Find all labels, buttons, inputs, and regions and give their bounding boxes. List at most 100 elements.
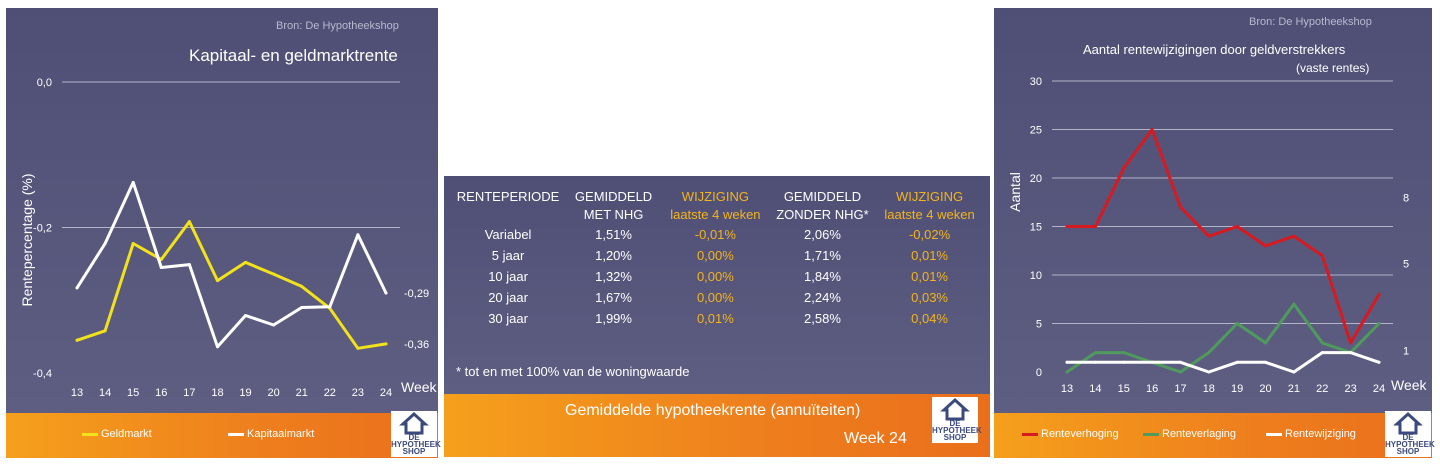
left-legend-bar bbox=[6, 413, 438, 458]
data-point bbox=[1235, 322, 1239, 325]
y-tick-label: 10 bbox=[1030, 270, 1042, 282]
x-tick-label: 19 bbox=[1231, 383, 1243, 395]
y-tick-label: -0,4 bbox=[33, 368, 52, 380]
col-header-wijziging-met-l2: laatste 4 weken bbox=[670, 207, 761, 222]
data-point bbox=[1122, 351, 1126, 355]
legend-label-geldmarkt: Geldmarkt bbox=[101, 428, 152, 440]
data-point bbox=[131, 242, 135, 246]
data-point bbox=[1150, 128, 1154, 131]
series-line-geldmarkt bbox=[75, 220, 388, 350]
data-point bbox=[1093, 360, 1097, 364]
x-tick-label: 18 bbox=[211, 387, 223, 399]
data-point bbox=[272, 272, 276, 276]
data-point bbox=[159, 258, 163, 262]
x-axis-label: Week bbox=[1391, 377, 1428, 393]
data-point bbox=[244, 314, 248, 318]
logo-text-3: SHOP bbox=[1396, 447, 1420, 456]
legend-swatch-kapitaalmarkt bbox=[228, 432, 244, 436]
x-tick-label: 21 bbox=[296, 387, 308, 399]
col-header-wijziging-met: WIJZIGING laatste 4 weken bbox=[661, 188, 770, 224]
table-cell: 0,01% bbox=[911, 248, 948, 263]
legend-label-kapitaalmarkt: Kapitaalmarkt bbox=[247, 428, 315, 440]
x-tick-label: 22 bbox=[1316, 383, 1328, 395]
logo-text-3: SHOP bbox=[943, 433, 967, 442]
col-header-met-nhg-l1: GEMIDDELD bbox=[574, 189, 653, 204]
table-cell: 0,01% bbox=[696, 311, 734, 326]
x-tick-label: 14 bbox=[99, 387, 111, 399]
x-tick-label: 15 bbox=[1118, 383, 1130, 395]
data-point bbox=[103, 329, 107, 333]
y-tick-label: 25 bbox=[1030, 125, 1042, 137]
legend-swatch-renteverhoging bbox=[1022, 432, 1038, 436]
col-header-met-nhg: GEMIDDELD MET NHG bbox=[566, 188, 661, 224]
x-tick-label: 17 bbox=[1174, 383, 1186, 395]
table-cell: 30 jaar bbox=[488, 311, 528, 326]
logo-text-1: DE bbox=[1402, 433, 1414, 442]
data-point bbox=[1292, 302, 1296, 306]
data-point bbox=[384, 342, 388, 346]
data-point bbox=[356, 233, 360, 237]
rate-table-header: RENTEPERIODE GEMIDDELD MET NHG WIJZIGING l… bbox=[450, 188, 984, 224]
table-cell: 0,01% bbox=[911, 269, 948, 284]
col-header-renteperiode-l1: RENTEPERIODE bbox=[456, 189, 560, 204]
house-icon bbox=[940, 397, 970, 421]
data-point bbox=[1122, 166, 1126, 170]
table-row: Variabel 1,51% -0,01% 2,06% -0,02% bbox=[450, 224, 984, 245]
legend-label-rentewijziging: Rentewijziging bbox=[1285, 428, 1356, 440]
table-cell: 2,24% bbox=[804, 290, 841, 305]
legend-renteverhoging: Renteverhoging bbox=[1022, 428, 1119, 440]
data-point bbox=[1349, 341, 1353, 345]
data-point bbox=[1320, 351, 1324, 355]
x-tick-label: 20 bbox=[1259, 383, 1271, 395]
table-cell: 1,20% bbox=[595, 248, 632, 263]
data-point bbox=[103, 242, 107, 246]
x-tick-label: 17 bbox=[183, 387, 195, 399]
data-point bbox=[131, 180, 135, 184]
data-point bbox=[215, 279, 219, 283]
legend-kapitaalmarkt: Kapitaalmarkt bbox=[228, 428, 314, 440]
y-tick-label: 0,0 bbox=[37, 77, 52, 89]
data-point bbox=[187, 220, 191, 224]
table-cell: 1,67% bbox=[595, 290, 632, 305]
house-icon bbox=[399, 411, 429, 435]
data-point bbox=[1349, 351, 1353, 355]
data-point bbox=[1178, 360, 1182, 364]
x-tick-label: 13 bbox=[1061, 383, 1073, 395]
logo-right: DE HYPOTHEEK SHOP bbox=[1385, 411, 1435, 457]
table-cell: 2,06% bbox=[804, 227, 841, 242]
logo-left: DE HYPOTHEEK SHOP bbox=[391, 411, 441, 457]
data-point bbox=[1377, 292, 1381, 296]
data-point bbox=[1207, 370, 1211, 374]
data-point bbox=[1377, 360, 1381, 364]
x-tick-label: 23 bbox=[352, 387, 364, 399]
x-tick-label: 24 bbox=[1373, 383, 1385, 395]
col-header-met-nhg-l2: MET NHG bbox=[583, 207, 644, 222]
data-point bbox=[75, 338, 79, 342]
legend-rentewijziging: Rentewijziging bbox=[1266, 428, 1356, 440]
legend-swatch-renteverlaging bbox=[1143, 432, 1159, 436]
table-cell: 1,32% bbox=[595, 269, 632, 284]
data-point bbox=[1235, 360, 1239, 364]
logo-text-1: DE bbox=[408, 433, 420, 442]
y-tick-label: 30 bbox=[1030, 76, 1042, 88]
table-cell: -0,02% bbox=[908, 227, 951, 242]
legend-label-renteverhoging: Renteverhoging bbox=[1041, 428, 1119, 440]
data-point bbox=[1178, 205, 1182, 209]
logo-text-2: HYPOTHEEK bbox=[932, 426, 982, 435]
data-point bbox=[75, 286, 79, 290]
data-point bbox=[384, 291, 388, 295]
table-banner-title: Gemiddelde hypotheekrente (annuïteiten) bbox=[565, 402, 861, 419]
data-point bbox=[1264, 360, 1268, 364]
x-tick-label: 23 bbox=[1345, 383, 1357, 395]
x-tick-label: 19 bbox=[239, 387, 251, 399]
table-banner-week: Week 24 bbox=[844, 430, 907, 447]
right-source-label: Bron: De Hypotheekshop bbox=[1249, 16, 1372, 28]
data-point bbox=[1264, 244, 1268, 248]
table-cell: 1,71% bbox=[804, 248, 841, 263]
legend-swatch-rentewijziging bbox=[1266, 432, 1282, 436]
table-cell: 2,58% bbox=[804, 311, 841, 326]
table-row: 20 jaar 1,67% 0,00% 2,24% 0,03% bbox=[450, 287, 984, 308]
table-cell: 1,99% bbox=[595, 311, 632, 326]
data-point bbox=[272, 323, 276, 327]
